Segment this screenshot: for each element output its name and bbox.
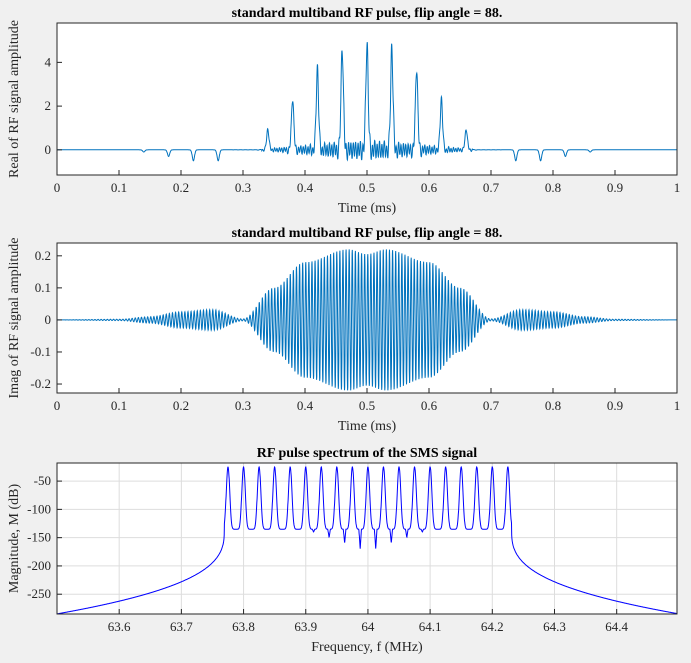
x-tick-label: 63.7 xyxy=(170,619,193,634)
x-tick-label: 64.2 xyxy=(481,619,504,634)
x-tick-label: 0.8 xyxy=(545,180,561,195)
chart-title: standard multiband RF pulse, flip angle … xyxy=(232,6,503,21)
y-tick-label: -200 xyxy=(27,558,51,573)
axes-box xyxy=(56,462,678,615)
x-tick-label: 63.6 xyxy=(108,619,131,634)
plot-area xyxy=(57,463,677,614)
x-tick-label: 0.7 xyxy=(483,398,500,413)
x-tick-label: 0.4 xyxy=(297,398,314,413)
y-tick-label: 2 xyxy=(45,98,52,113)
y-tick-label: -0.1 xyxy=(30,344,51,359)
y-axis-label: Imag of RF signal amplitude xyxy=(7,238,22,399)
x-tick-label: 0.1 xyxy=(111,398,127,413)
x-axis-label: Frequency, f (MHz) xyxy=(311,640,423,655)
x-tick-label: 0.6 xyxy=(421,180,438,195)
x-tick-label: 0 xyxy=(54,398,61,413)
y-tick-label: -100 xyxy=(27,501,51,516)
x-tick-label: 0.3 xyxy=(235,180,251,195)
x-axis-label: Time (ms) xyxy=(338,201,397,216)
x-tick-label: 0 xyxy=(54,180,61,195)
x-tick-label: 0.1 xyxy=(111,180,127,195)
subplot-3: 63.6 63.7 63.8 63.9 64 64.1 64.2 64.3 64.4 -250 -2… xyxy=(7,446,678,655)
x-tick-label: 64.1 xyxy=(419,619,442,634)
x-tick-label: 63.8 xyxy=(232,619,255,634)
y-tick-label: 0.1 xyxy=(35,280,51,295)
x-tick-label: 64.3 xyxy=(543,619,566,634)
x-tick-label: 0.9 xyxy=(607,180,623,195)
data-series-line xyxy=(57,42,677,162)
x-tick-label: 0.6 xyxy=(421,398,438,413)
x-tick-label: 1 xyxy=(674,180,681,195)
data-series-line xyxy=(56,465,678,615)
y-axis-label: Magnitude, M (dB) xyxy=(7,484,22,594)
chart-title: standard multiband RF pulse, flip angle … xyxy=(232,226,503,241)
x-tick-label: 0.8 xyxy=(545,398,561,413)
y-axis-label: Real of RF signal amplitude xyxy=(7,20,22,178)
x-tick-label: 63.9 xyxy=(294,619,317,634)
x-axis-label: Time (ms) xyxy=(338,419,397,434)
subplot-2: 0 0.1 0.2 0.3 0.4 0.5 0.6 0.7 0.8 0.9 1 -0.2 -0.1 0 0.… xyxy=(7,226,680,434)
data-series-line xyxy=(57,249,677,391)
y-tick-label: 0 xyxy=(45,312,52,327)
chart-title: RF pulse spectrum of the SMS signal xyxy=(257,446,477,461)
x-tick-label: 0.7 xyxy=(483,180,500,195)
y-tick-label: -250 xyxy=(27,586,51,601)
x-tick-label: 64 xyxy=(361,619,375,634)
x-tick-label: 0.2 xyxy=(173,398,189,413)
x-tick-label: 0.4 xyxy=(297,180,314,195)
x-tick-label: 0.5 xyxy=(359,180,375,195)
y-tick-label: -0.2 xyxy=(30,376,51,391)
y-tick-label: 4 xyxy=(45,54,52,69)
x-tick-label: 0.9 xyxy=(607,398,623,413)
x-tick-label: 0.3 xyxy=(235,398,251,413)
x-tick-label: 64.4 xyxy=(605,619,628,634)
y-tick-label: -50 xyxy=(34,473,51,488)
y-tick-label: 0.2 xyxy=(35,248,51,263)
y-tick-label: 0 xyxy=(45,142,52,157)
x-tick-label: 0.2 xyxy=(173,180,189,195)
x-tick-label: 0.5 xyxy=(359,398,375,413)
y-tick-label: -150 xyxy=(27,530,51,545)
subplot-1: 0 0.1 0.2 0.3 0.4 0.5 0.6 0.7 0.8 0.9 1 0 2 4 standard… xyxy=(7,6,680,216)
x-tick-label: 1 xyxy=(674,398,681,413)
